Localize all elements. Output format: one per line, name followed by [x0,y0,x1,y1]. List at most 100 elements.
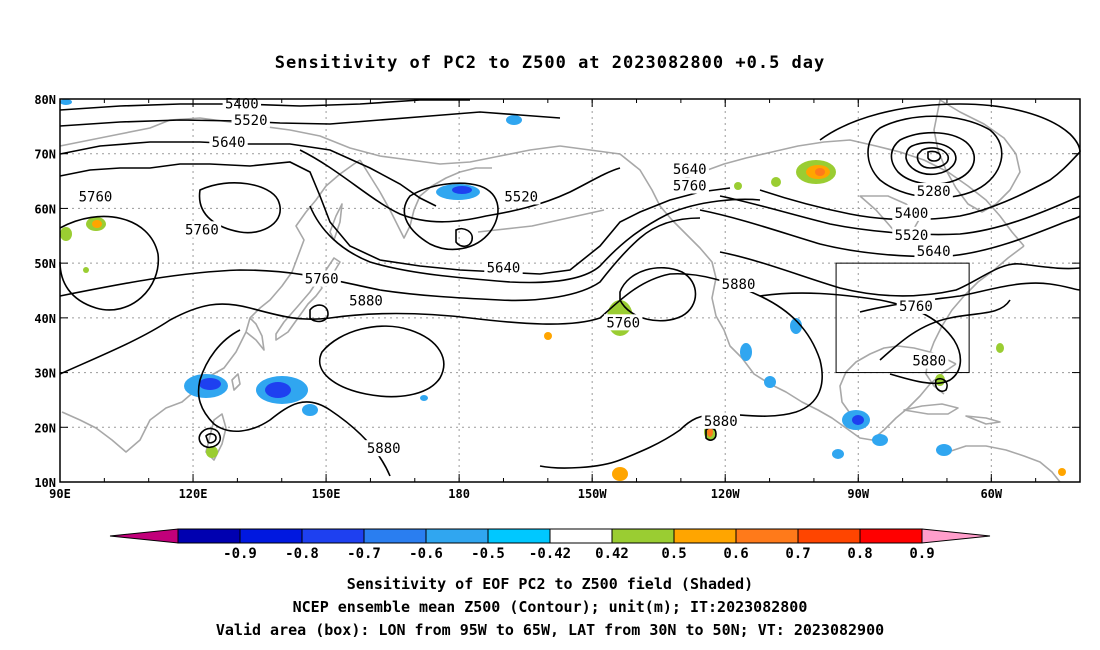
contour-5640-bering-loop [299,149,621,223]
contour-label: 5640 [917,244,951,260]
colorbar-label: -0.8 [285,546,319,562]
contour-label: 5400 [225,96,259,112]
y-tick-label: 10N [34,476,56,490]
x-tick-label: 180 [448,487,470,501]
contour-label: 5880 [912,354,946,370]
coastline-korea [245,317,265,351]
map-frame [59,98,1081,483]
contour-5760-trough [59,217,701,302]
contour-asia-high-5760 [59,161,731,275]
contour-5760-asia-closed [198,182,281,234]
contour-label-bg [670,177,709,194]
coastline-south-america [947,445,1061,483]
colorbar-segment [673,528,737,544]
contour-label: 5280 [917,184,951,200]
contour-label: 5760 [606,315,640,331]
x-tick-label: 90E [49,487,71,501]
shade-blue-arctic-specks [60,99,952,456]
contour-label-bg [719,276,758,293]
contour-label: 5880 [349,293,383,309]
colorbar-label: 0.9 [909,546,934,562]
colorbar-label: -0.9 [223,546,257,562]
footer-line-2: NCEP ensemble mean Z500 (Contour); unit(… [293,598,808,616]
x-tick-label: 120E [179,487,208,501]
colorbar-label: 0.5 [661,546,686,562]
contour-low-greenland-5280 [890,131,976,185]
contour-5340-ring [867,115,1003,199]
contour-label-bg [346,292,386,309]
colorbar-label: 0.7 [785,546,810,562]
contour-5880-small-high [319,325,445,398]
contour-label-bg [892,204,931,221]
x-tick-label: 60W [980,487,1002,501]
contour-5400-north [59,99,470,111]
map-axes: 90E 120E 150E 180 150W 120W 90W 60W 80N 70N 60N 50N… [34,93,1081,501]
colorbar-segment [363,528,427,544]
contour-label: 5760 [185,222,219,238]
contour-label-bg [76,188,115,205]
contour-5880-pacific-high [59,272,823,469]
contour-label: 5760 [79,189,113,205]
contour-low-greenland-inner2 [916,147,950,169]
x-tick-label: 90W [847,487,869,501]
contour-label-bg [914,183,953,200]
y-tick-label: 40N [34,312,56,326]
contour-label: 5520 [234,113,268,129]
contour-label: 5760 [899,299,933,315]
y-tick-label: 60N [34,202,56,216]
contour-5520-north [59,111,561,127]
contour-5640-trough [309,198,761,284]
coastline-taiwan [231,373,241,391]
coastline-caribbean-islands [903,403,1001,425]
contour-5640-north [59,141,437,207]
colorbar-label: 0.8 [847,546,872,562]
contour-label: 5520 [504,189,538,205]
x-tick-label: 150E [312,487,341,501]
x-tick-label: 120W [711,487,741,501]
y-tick-label: 30N [34,367,56,381]
y-tick-label: 20N [34,421,56,435]
shade-blue-mexico [740,318,802,388]
colorbar-segment [549,528,613,544]
colorbar: -0.9 -0.8 -0.7 -0.6 -0.5 -0.42 0.42 0.5 0.6 0.7 0.… [109,528,991,562]
contour-label: 5640 [212,135,246,151]
footer-line-3: Valid area (box): LON from 95W to 65W, L… [216,621,884,639]
colorbar-label: -0.42 [529,546,571,562]
contour-label: 5880 [722,277,756,293]
z500-contours [59,99,1081,477]
contour-label-bg [910,352,949,369]
contour-5580-bering-cutoff [403,182,499,251]
colorbar-segment [301,528,365,544]
graticule [60,99,1080,482]
colorbar-label: -0.5 [471,546,505,562]
coastline-canada-arctic [679,139,1025,247]
valid-area-box [835,262,970,374]
contour-label-bg [896,297,936,314]
contour-5880-tiny-japan [309,304,329,323]
contour-5520-small-low [455,227,474,248]
colorbar-segment [239,528,303,544]
y-tick-label: 70N [34,148,56,162]
contour-label-bg [670,161,709,178]
footer-line-1: Sensitivity of EOF PC2 to Z500 field (Sh… [347,575,753,593]
contour-label-bg [364,440,403,457]
colorbar-segment [487,528,551,544]
contour-label-bg [484,259,523,276]
colorbar-label: -0.6 [409,546,443,562]
contour-label-bg [209,133,248,150]
y-tick-label: 80N [34,93,56,107]
coastline-aleutians [477,209,605,233]
contour-label: 5400 [895,206,929,222]
contour-low-greenland-inner3 [927,150,942,162]
contour-5880-western-pacific [197,329,391,477]
contour-5880-cuba [934,377,948,393]
shade-blue-gulf [832,410,888,459]
contour-5900-west-pacific-tc [198,427,222,449]
colorbar-segment [177,528,241,544]
contour-label: 5760 [305,272,339,288]
contour-label: 5520 [895,228,929,244]
contour-5460-east-loop [819,103,1081,153]
